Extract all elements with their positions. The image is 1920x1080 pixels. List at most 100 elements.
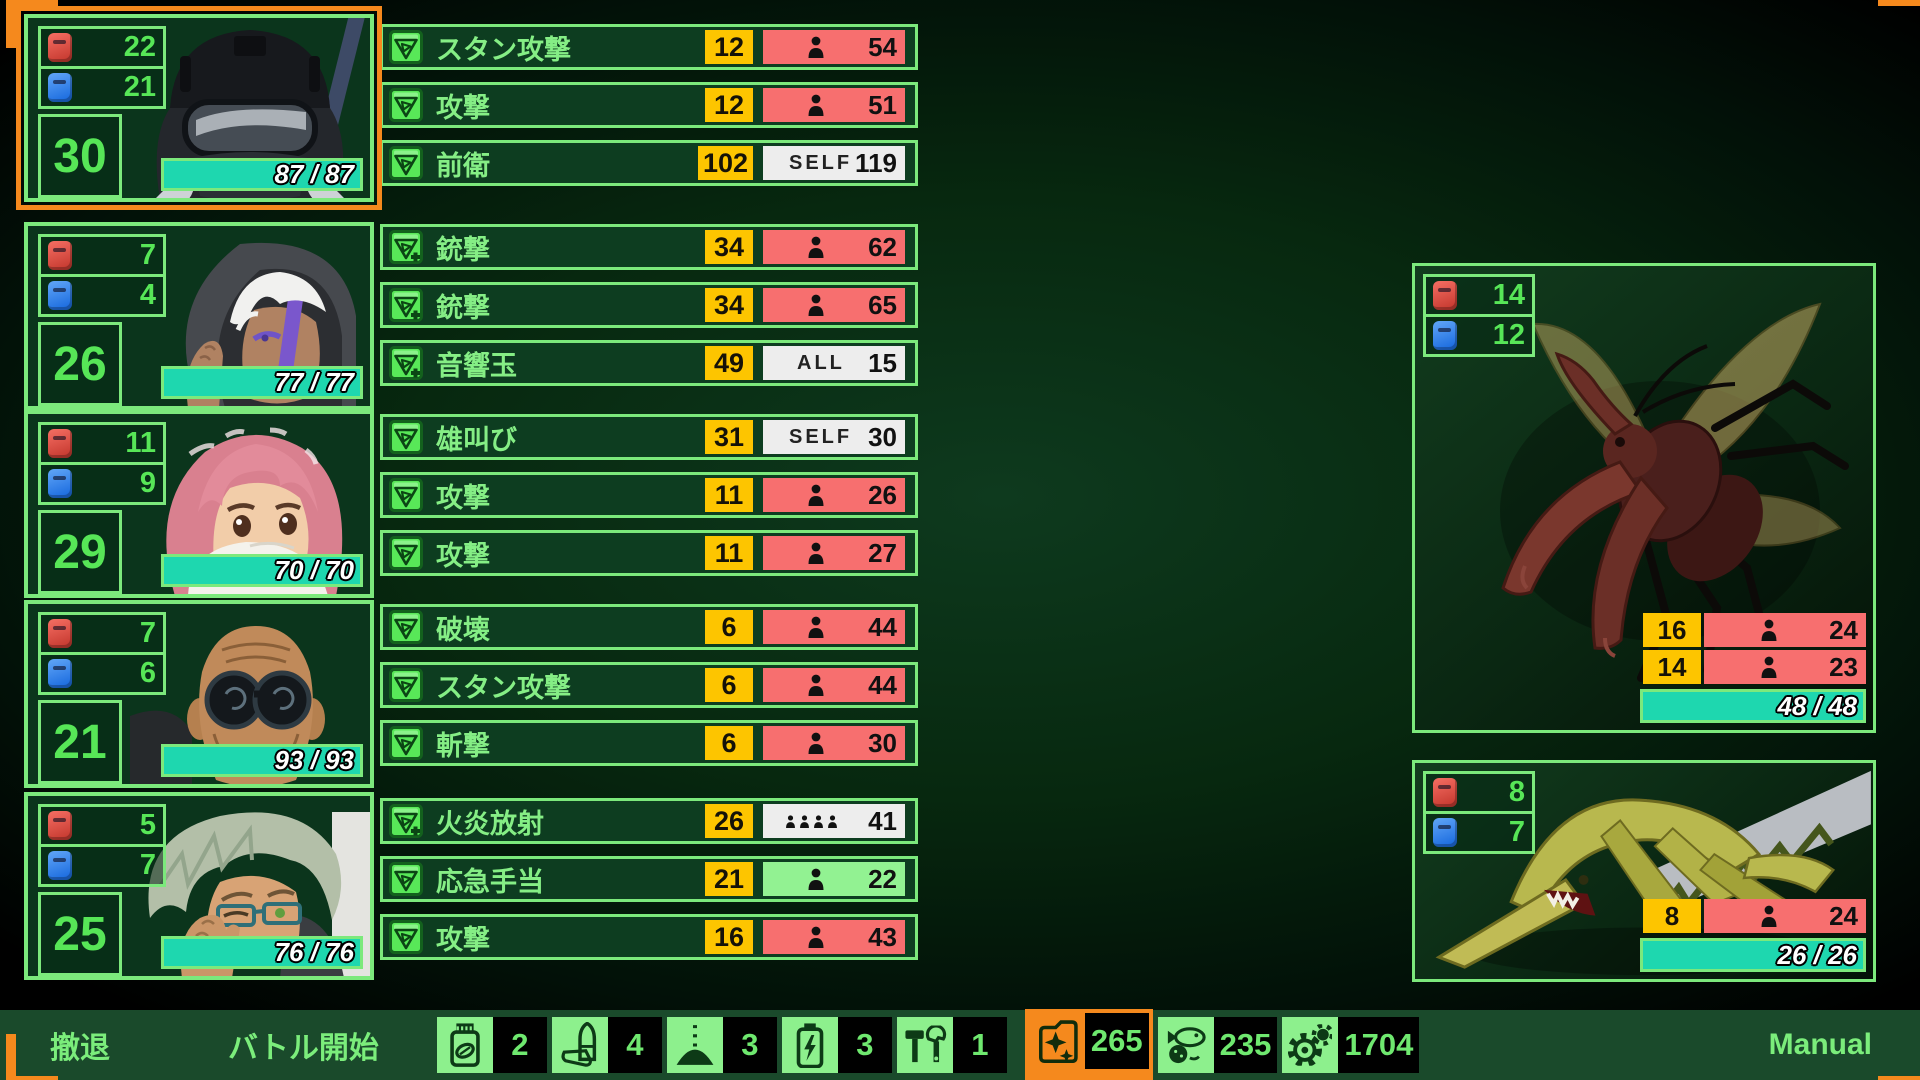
target-self-label: SELF [789, 425, 853, 448]
skill-cost-badge: 11 [705, 536, 753, 570]
battle-start-button[interactable]: バトル開始 [228, 1032, 379, 1065]
skill-row[interactable]: 前衛 102 SELF 119 [380, 140, 918, 186]
skill-row[interactable]: スタン攻撃 6 44 [380, 662, 918, 708]
skill-row[interactable]: 銃撃 34 65 [380, 282, 918, 328]
item-chip-powder[interactable]: 3 [666, 1017, 777, 1073]
bottom-bar: 撤退 バトル開始 2 4 3 3 1 [0, 1009, 1920, 1080]
level-box: 25 [38, 892, 122, 976]
defense-stat-value: 4 [139, 279, 156, 311]
attack-stat-value: 8 [1508, 776, 1525, 808]
skill-name: 破壊 [436, 614, 490, 645]
skill-target-bar: 62 [763, 230, 905, 264]
party-member-card-3[interactable]: 11 9 29 70 / 70 [24, 410, 374, 598]
skill-row[interactable]: 攻撃 11 26 [380, 472, 918, 518]
resource-count: 1704 [1338, 1017, 1420, 1073]
skill-row[interactable]: スタン攻撃 12 54 [380, 24, 918, 70]
skill-group-4: 破壊 6 44 スタン攻撃 6 44 斬撃 6 30 [380, 604, 918, 766]
attack-stat-value: 7 [139, 617, 156, 649]
party-member-card-2[interactable]: 7 4 26 77 / 77 [24, 222, 374, 410]
hp-bar: 87 / 87 [161, 158, 363, 191]
skill-name: 攻撃 [436, 92, 490, 123]
selection-corner [1878, 0, 1920, 48]
skill-cost-badge: 16 [705, 920, 753, 954]
item-chip-medicine[interactable]: 2 [436, 1017, 547, 1073]
retreat-button[interactable]: 撤退 [50, 1032, 110, 1065]
skill-target-bar: 41 [763, 804, 905, 838]
resource-chip-parts[interactable]: 1704 [1282, 1017, 1420, 1073]
skill-target-bar: 43 [763, 920, 905, 954]
skill-target-bar: 27 [763, 536, 905, 570]
skill-cost-badge: 6 [705, 726, 753, 760]
skill-name: 斬撃 [436, 730, 490, 761]
skill-cost-badge: 34 [705, 288, 753, 322]
stat-box: 11 9 [38, 422, 166, 505]
enemy-attack-cost: 14 [1643, 650, 1701, 684]
resource-chip-food[interactable]: 235 [1157, 1017, 1278, 1073]
attack-stat-icon [1433, 778, 1457, 807]
party-member-card-5[interactable]: 5 7 25 76 / 76 [24, 792, 374, 980]
medicine-bottle-icon [436, 1017, 493, 1073]
manual-mode-toggle[interactable]: Manual [1768, 1028, 1872, 1061]
defense-stat-icon [1433, 321, 1457, 350]
skill-cost-badge: 31 [705, 420, 753, 454]
skill-row[interactable]: 銃撃 34 62 [380, 224, 918, 270]
resource-count: 265 [1084, 1013, 1149, 1069]
enemy-attack-row: 8 24 [1643, 899, 1866, 933]
skill-row[interactable]: 応急手当 21 22 [380, 856, 918, 902]
skill-row[interactable]: 斬撃 6 30 [380, 720, 918, 766]
attack-stat-icon [48, 241, 72, 270]
hp-value: 93 / 93 [274, 745, 354, 775]
skill-icon [389, 420, 423, 454]
enemy-attack-bar: 24 [1704, 899, 1866, 933]
attack-stat-icon [48, 811, 72, 840]
item-chip-ammo[interactable]: 4 [551, 1017, 662, 1073]
skill-icon [389, 536, 423, 570]
item-count: 2 [492, 1017, 547, 1073]
skill-row[interactable]: 攻撃 16 43 [380, 914, 918, 960]
item-chip-battery[interactable]: 3 [781, 1017, 892, 1073]
item-chip-tools[interactable]: 1 [896, 1017, 1007, 1073]
party-member-card-4[interactable]: 7 6 21 93 / 93 [24, 600, 374, 788]
skill-row[interactable]: 攻撃 12 51 [380, 82, 918, 128]
skill-target-bar: SELF 119 [763, 146, 905, 180]
hp-value: 48 / 48 [1777, 690, 1857, 721]
skill-name: 攻撃 [436, 482, 490, 513]
skill-group-2: 銃撃 34 62 銃撃 34 65 音響玉 49 ALL 15 [380, 224, 918, 386]
skill-cost-badge: 11 [705, 478, 753, 512]
enemy-attack-bar: 23 [1704, 650, 1866, 684]
fuel-can-icon [1029, 1013, 1085, 1069]
portrait-mantis-creature [1435, 770, 1871, 976]
skill-target-bar: 44 [763, 668, 905, 702]
resource-chip-fuel[interactable]: 265 [1024, 1009, 1153, 1080]
skill-target-bar: SELF 30 [763, 420, 905, 454]
attack-stat-icon [48, 619, 72, 648]
powder-pile-icon [666, 1017, 723, 1073]
skill-row[interactable]: 攻撃 11 27 [380, 530, 918, 576]
party-member-card-1[interactable]: 22 21 30 87 / 87 [24, 14, 374, 202]
skill-row[interactable]: 音響玉 49 ALL 15 [380, 340, 918, 386]
skill-target-bar: 44 [763, 610, 905, 644]
hp-bar: 26 / 26 [1640, 938, 1866, 972]
skill-name: 音響玉 [436, 350, 517, 381]
hp-value: 70 / 70 [274, 555, 354, 585]
enemy-attack-bar: 24 [1704, 613, 1866, 647]
defense-stat-icon [48, 281, 72, 310]
enemy-card-2[interactable]: 8 7 8 24 26 / 26 [1412, 760, 1876, 982]
portrait-beetle-insect [1500, 302, 1849, 682]
skill-row[interactable]: 破壊 6 44 [380, 604, 918, 650]
hp-value: 76 / 76 [274, 937, 354, 967]
skill-cost-badge: 12 [705, 88, 753, 122]
attack-stat-value: 7 [139, 239, 156, 271]
level-box: 26 [38, 322, 122, 406]
enemy-attack-list: 16 24 14 23 [1643, 613, 1866, 684]
enemy-attack-cost: 8 [1643, 899, 1701, 933]
skill-target-bar: 54 [763, 30, 905, 64]
skill-row[interactable]: 雄叫び 31 SELF 30 [380, 414, 918, 460]
stat-box: 7 6 [38, 612, 166, 695]
stat-box: 7 4 [38, 234, 166, 317]
enemy-card-1[interactable]: 14 12 16 24 14 23 48 / 48 [1412, 263, 1876, 733]
skill-name: スタン攻撃 [436, 34, 571, 65]
skill-row[interactable]: 火炎放射 26 41 [380, 798, 918, 844]
attack-stat-value: 11 [125, 427, 156, 459]
skill-name: スタン攻撃 [436, 672, 571, 703]
